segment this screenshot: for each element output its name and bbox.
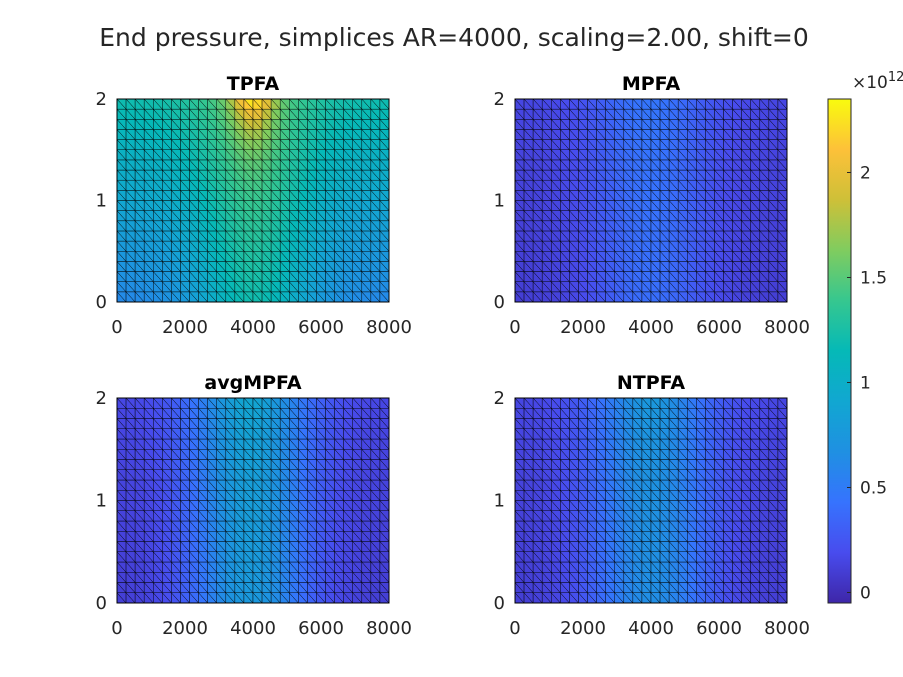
- x-tick-label: 2000: [162, 317, 208, 338]
- colorbar-tick-label: 0.5: [860, 479, 887, 499]
- colorbar: 0 0.5 1 1.5 2 ×1012: [827, 70, 903, 604]
- x-tick-label: 4000: [628, 317, 674, 338]
- x-tick-label: 2000: [560, 618, 606, 639]
- colorbar-tick-label: 1: [860, 374, 871, 394]
- subplot-avgmpfa: avgMPFA 0 2000 4000 6000 8000 0 1 2: [96, 372, 412, 639]
- x-tick-label: 6000: [298, 618, 344, 639]
- y-tick-label: 0: [494, 593, 505, 614]
- axes-frame: [116, 397, 390, 604]
- colorbar-exponent: ×1012: [852, 70, 903, 93]
- colorbar-tick-label: 1.5: [860, 269, 887, 289]
- x-tick-label: 8000: [764, 618, 810, 639]
- y-tick-label: 0: [494, 292, 505, 313]
- x-tick-label: 2000: [560, 317, 606, 338]
- y-tick-label: 2: [96, 89, 107, 110]
- y-tick-label: 1: [494, 491, 505, 512]
- x-tick-label: 0: [111, 317, 122, 338]
- mesh-cells: [116, 98, 390, 303]
- axes-frame: [514, 397, 788, 604]
- x-tick-label: 2000: [162, 618, 208, 639]
- x-tick-label: 0: [509, 317, 520, 338]
- x-tick-label: 0: [111, 618, 122, 639]
- subplot-ntpfa: NTPFA 0 2000 4000 6000 8000 0 1 2: [494, 372, 810, 639]
- y-tick-label: 1: [494, 191, 505, 212]
- y-tick-label: 2: [96, 388, 107, 409]
- x-tick-label: 4000: [230, 618, 276, 639]
- subplot-title: NTPFA: [617, 372, 686, 394]
- x-tick-label: 8000: [366, 618, 412, 639]
- mesh-cells: [514, 397, 788, 604]
- mesh-cells: [116, 397, 390, 604]
- x-tick-label: 4000: [230, 317, 276, 338]
- x-tick-label: 8000: [366, 317, 412, 338]
- axes-frame: [116, 98, 390, 303]
- colorbar-tick-label: 2: [860, 164, 871, 184]
- subplot-tpfa: TPFA 0 2000 4000 6000 8000 0 1 2: [96, 73, 412, 338]
- y-tick-label: 2: [494, 388, 505, 409]
- x-tick-label: 6000: [696, 317, 742, 338]
- figure-title: End pressure, simplices AR=4000, scaling…: [99, 23, 809, 52]
- y-tick-label: 1: [96, 191, 107, 212]
- x-tick-label: 6000: [298, 317, 344, 338]
- subplot-mpfa: MPFA 0 2000 4000 6000 8000 0 1 2: [494, 73, 810, 338]
- colorbar-tick-label: 0: [860, 584, 871, 604]
- subplot-title: MPFA: [622, 73, 681, 95]
- x-tick-label: 0: [509, 618, 520, 639]
- y-tick-label: 0: [96, 292, 107, 313]
- colorbar-scale: [827, 98, 852, 604]
- subplot-title: TPFA: [227, 73, 280, 95]
- mesh-cells: [514, 98, 788, 303]
- y-tick-label: 1: [96, 491, 107, 512]
- y-tick-label: 0: [96, 593, 107, 614]
- x-tick-label: 6000: [696, 618, 742, 639]
- subplot-title: avgMPFA: [204, 372, 301, 394]
- y-tick-label: 2: [494, 89, 505, 110]
- x-tick-label: 8000: [764, 317, 810, 338]
- x-tick-label: 4000: [628, 618, 674, 639]
- axes-frame: [514, 98, 788, 303]
